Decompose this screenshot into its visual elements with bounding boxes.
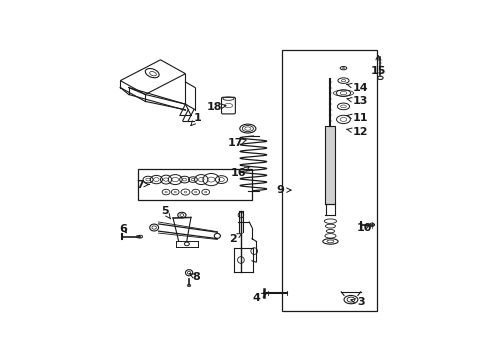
Bar xyxy=(138,169,251,200)
Text: 11: 11 xyxy=(346,113,367,123)
Text: 12: 12 xyxy=(346,127,367,137)
Bar xyxy=(325,126,335,204)
Text: 15: 15 xyxy=(370,55,385,76)
Bar xyxy=(282,50,376,311)
Text: 18: 18 xyxy=(206,102,225,112)
Text: 1: 1 xyxy=(190,113,202,126)
Text: 8: 8 xyxy=(189,273,200,283)
Text: 13: 13 xyxy=(346,96,367,107)
Text: 14: 14 xyxy=(346,82,367,93)
Text: 16: 16 xyxy=(230,167,249,179)
Text: 5: 5 xyxy=(161,206,170,219)
Text: 10: 10 xyxy=(356,222,371,233)
Text: 2: 2 xyxy=(228,233,242,244)
Text: 9: 9 xyxy=(276,185,290,195)
Text: 6: 6 xyxy=(120,224,127,234)
Text: 3: 3 xyxy=(350,297,365,307)
Text: 17: 17 xyxy=(227,138,246,148)
Text: 4: 4 xyxy=(252,293,266,303)
Text: 7: 7 xyxy=(136,180,149,190)
